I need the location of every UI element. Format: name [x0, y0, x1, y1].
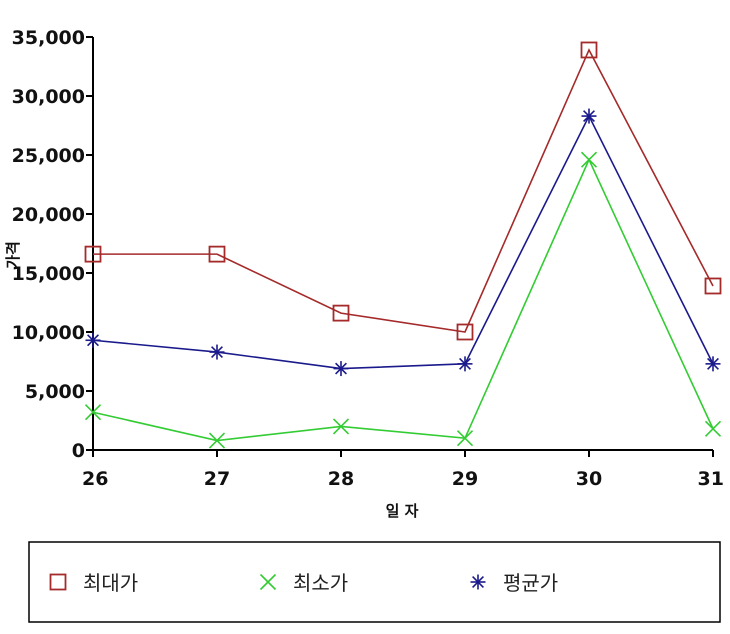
- x-tick-label: 29: [452, 468, 478, 490]
- y-tick-label: 30,000: [12, 86, 85, 108]
- x-tick-label: 31: [698, 468, 724, 490]
- data-point: [456, 430, 474, 447]
- data-point: [456, 323, 474, 341]
- data-point: [704, 277, 722, 295]
- legend-marker: [470, 574, 486, 590]
- series-1: [84, 41, 722, 341]
- data-point: [580, 41, 598, 59]
- series-2: [84, 151, 722, 449]
- data-point: [85, 332, 101, 348]
- data-point: [209, 344, 225, 360]
- legend-box: [28, 541, 721, 623]
- data-point: [332, 418, 350, 435]
- y-tick-label: 10,000: [12, 322, 85, 344]
- legend-item: 최대가: [49, 571, 138, 595]
- series-line: [92, 157, 714, 442]
- data-point: [581, 108, 597, 124]
- x-tick-label: 28: [328, 468, 354, 490]
- series-line: [93, 48, 714, 333]
- marker-stroke: [583, 110, 595, 123]
- marker-stroke: [707, 357, 719, 370]
- marker-stroke: [87, 334, 99, 347]
- legend-label: 최소가: [293, 571, 348, 595]
- marker-stroke: [332, 418, 350, 435]
- marker-stroke: [580, 151, 598, 168]
- data-point: [704, 420, 722, 437]
- marker-stroke: [211, 346, 223, 359]
- marker-stroke: [704, 420, 722, 437]
- data-point: [332, 304, 350, 322]
- x-axis-title: 일 자: [386, 502, 419, 520]
- data-point: [84, 404, 102, 421]
- axes: 0 5,000 10,000 15,000 20,000 25,000 30,000 35,0…: [12, 27, 724, 490]
- y-tick-label: 20,000: [12, 204, 85, 226]
- y-tick-label: 5,000: [25, 381, 85, 403]
- marker-stroke: [208, 432, 226, 449]
- marker-stroke: [259, 573, 277, 591]
- x-tick-label: 27: [204, 468, 230, 490]
- marker-stroke: [335, 362, 347, 375]
- series-3: [85, 108, 721, 377]
- series-line: [92, 114, 714, 370]
- y-tick-label: 25,000: [12, 145, 85, 167]
- y-tick-label: 15,000: [12, 263, 85, 285]
- data-point: [208, 432, 226, 449]
- data-point: [457, 356, 473, 372]
- legend-marker: [49, 573, 67, 591]
- marker-stroke: [459, 357, 471, 370]
- legend-label: 평균가: [503, 571, 558, 595]
- x-tick-label: 30: [576, 468, 602, 490]
- data-point: [333, 361, 349, 377]
- data-point: [705, 356, 721, 372]
- marker-stroke: [472, 576, 484, 588]
- y-tick-label: 35,000: [12, 27, 85, 49]
- legend-label: 최대가: [83, 571, 138, 595]
- legend-item: 평균가: [470, 571, 558, 595]
- data-point: [208, 245, 226, 263]
- series-group: [84, 41, 722, 449]
- legend-item: 최소가: [259, 571, 348, 595]
- data-point: [84, 245, 102, 263]
- marker-stroke: [84, 404, 102, 421]
- marker-stroke: [456, 430, 474, 447]
- y-axis-title: 가격: [4, 241, 22, 269]
- x-tick-label: 26: [82, 468, 108, 490]
- y-tick-label: 0: [72, 440, 85, 462]
- legend-marker: [259, 573, 277, 591]
- data-point: [580, 151, 598, 168]
- legend: 최대가 최소가 평균가: [49, 571, 558, 595]
